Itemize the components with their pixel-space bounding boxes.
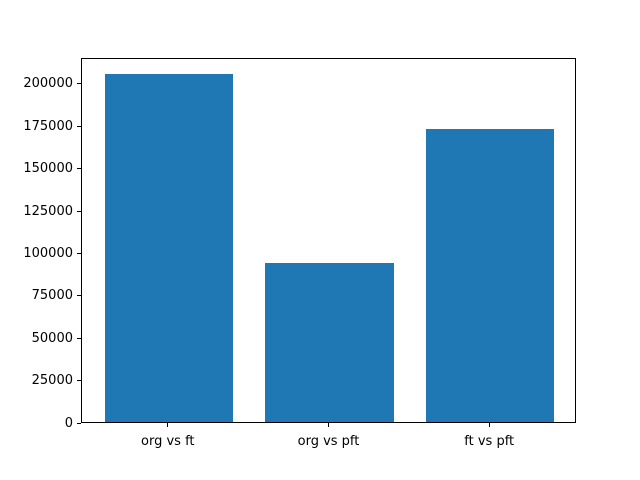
plot-area [81,58,576,423]
x-tick-label: org vs ft [141,434,195,449]
y-tick-label: 175000 [23,118,73,134]
bar-ft-vs-pft [425,128,555,422]
y-tick-label: 125000 [23,203,73,219]
y-tick-label: 100000 [23,245,73,261]
y-tick-mark [77,380,81,382]
x-tick-label: ft vs pft [464,434,515,449]
x-tick-mark [488,423,490,427]
x-tick-mark [328,423,329,427]
y-tick-mark [77,422,81,424]
y-tick-label: 150000 [23,161,73,177]
y-tick-mark [77,252,81,254]
y-tick-mark [77,210,81,212]
x-tick-label: org vs pft [297,434,360,449]
y-tick-label: 50000 [31,330,73,346]
bar-org-vs-pft [265,262,394,422]
y-tick-mark [77,337,81,339]
y-tick-label: 0 [64,415,73,431]
y-tick-label: 75000 [31,288,73,304]
x-tick-mark [167,423,169,427]
y-tick-mark [77,295,81,297]
bar-org-vs-ft [104,74,234,422]
y-tick-label: 200000 [23,76,73,92]
y-tick-label: 25000 [31,373,73,389]
y-tick-mark [77,83,81,85]
y-tick-mark [77,168,81,170]
y-tick-mark [77,125,81,127]
